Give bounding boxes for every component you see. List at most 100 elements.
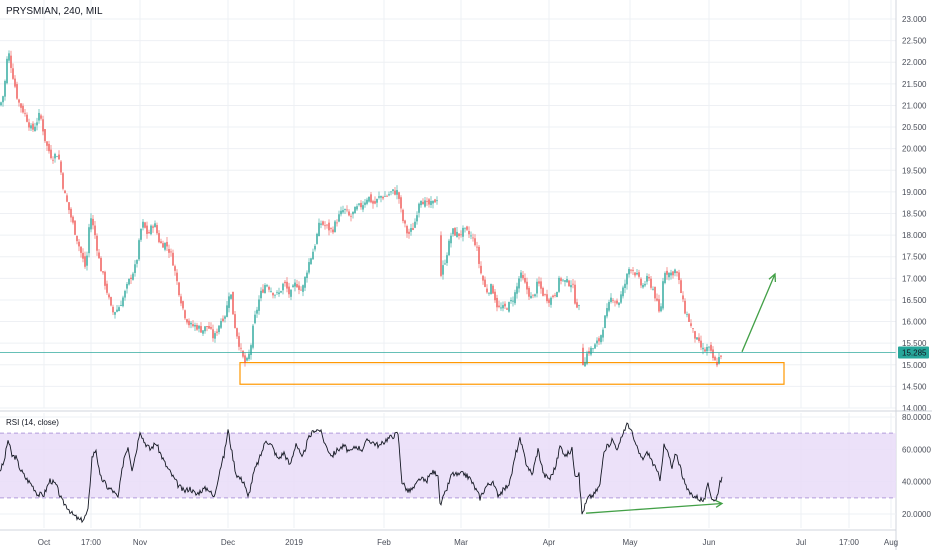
- candle-body: [310, 258, 312, 265]
- candle-body: [590, 347, 592, 355]
- candle-body: [20, 103, 22, 108]
- candle-body: [334, 221, 336, 232]
- candle-body: [508, 302, 510, 312]
- candle-body: [568, 280, 570, 287]
- last-price-value: 15.285: [902, 348, 927, 357]
- projection-arrow-shaft: [741, 273, 776, 353]
- candle-body: [146, 225, 148, 234]
- candle-body: [628, 269, 630, 275]
- candle-body: [150, 225, 152, 235]
- candle-body: [214, 333, 216, 339]
- candle-body: [434, 199, 436, 203]
- candle-body: [420, 200, 422, 206]
- candle-body: [4, 80, 6, 97]
- candle-body: [532, 294, 534, 296]
- time-tick-label: Nov: [133, 538, 147, 547]
- candle-body: [598, 338, 600, 342]
- candle-body: [690, 323, 692, 326]
- candle-body: [342, 210, 344, 213]
- price-tick-label: 16.000: [902, 318, 927, 327]
- candle-body: [512, 300, 514, 302]
- candle-body: [364, 202, 366, 205]
- candle-body: [710, 344, 712, 351]
- candle-body: [452, 228, 454, 235]
- candle-body: [136, 259, 138, 264]
- divergence-arrow-layer: [585, 499, 724, 514]
- candle-body: [602, 329, 604, 338]
- candle-body: [412, 228, 414, 230]
- rsi-line: [0, 422, 723, 524]
- candle-body: [110, 297, 112, 306]
- time-tick-label: Apr: [543, 538, 556, 547]
- candle-body: [8, 53, 10, 61]
- candle-body: [676, 271, 678, 273]
- candle-body: [138, 240, 140, 260]
- candle-body: [472, 237, 474, 239]
- candle-body: [216, 331, 218, 333]
- candle-body: [538, 281, 540, 284]
- candle-body: [380, 196, 382, 198]
- candle-body: [386, 195, 388, 197]
- candle-body: [654, 286, 656, 299]
- candle-body: [148, 232, 150, 234]
- candle-body: [264, 285, 266, 293]
- candle-body: [6, 58, 8, 84]
- candle-body: [394, 190, 396, 195]
- candle-body: [144, 222, 146, 228]
- candle-body: [330, 228, 332, 229]
- candle-body: [260, 290, 262, 299]
- candle-body: [218, 325, 220, 333]
- candle-body: [648, 276, 650, 279]
- price-tick-label: 21.000: [902, 101, 927, 110]
- candle-body: [658, 299, 660, 312]
- candle-body: [414, 221, 416, 228]
- candle-body: [16, 84, 18, 99]
- candle-body: [478, 246, 480, 264]
- candle-body: [656, 298, 658, 301]
- candle-body: [236, 328, 238, 337]
- candle-body: [10, 55, 12, 68]
- rsi-pane[interactable]: RSI (14, close) 80.0000 60.0000 40.0000 20.…: [0, 413, 931, 528]
- candle-body: [106, 283, 108, 293]
- candle-body: [444, 263, 446, 265]
- candle-body: [278, 292, 280, 295]
- candle-body: [694, 331, 696, 339]
- price-tick-label: 19.500: [902, 166, 927, 175]
- candle-body: [554, 295, 556, 296]
- candle-body: [498, 305, 500, 307]
- candle-body: [552, 295, 554, 298]
- candle-body: [376, 198, 378, 203]
- candle-body: [660, 306, 662, 312]
- rsi-axis[interactable]: 80.0000 60.0000 40.0000 20.0000: [902, 413, 931, 519]
- candle-body: [232, 291, 234, 315]
- candle-body: [702, 347, 704, 350]
- candle-body: [462, 227, 464, 237]
- candle-body: [712, 349, 714, 359]
- candle-body: [160, 241, 162, 244]
- candle-body: [258, 299, 260, 311]
- time-tick-label: Jul: [796, 538, 806, 547]
- candle-body: [672, 271, 674, 276]
- candle-body: [152, 226, 154, 228]
- price-axis[interactable]: 23.000 22.500 22.000 21.500 21.000 20.500 20.0…: [895, 0, 927, 550]
- candle-body: [464, 227, 466, 229]
- candle-body: [402, 209, 404, 222]
- projection-arrow-head: [768, 272, 777, 283]
- candle-body: [114, 312, 116, 315]
- candle-body: [242, 350, 244, 357]
- candle-body: [44, 129, 46, 142]
- candle-body: [328, 222, 330, 231]
- time-axis[interactable]: Oct 17:00 Nov Dec 2019 Feb Mar Apr May Jun Jul 17:0…: [0, 529, 898, 547]
- candle-body: [326, 224, 328, 226]
- candle-body: [276, 292, 278, 294]
- candle-body: [76, 235, 78, 242]
- candle-body: [638, 272, 640, 277]
- candle-body: [372, 201, 374, 204]
- candle-body: [182, 301, 184, 309]
- time-tick-label: Feb: [377, 538, 391, 547]
- time-tick-label: Aug: [884, 538, 898, 547]
- candle-body: [492, 285, 494, 294]
- candle-body: [68, 202, 70, 211]
